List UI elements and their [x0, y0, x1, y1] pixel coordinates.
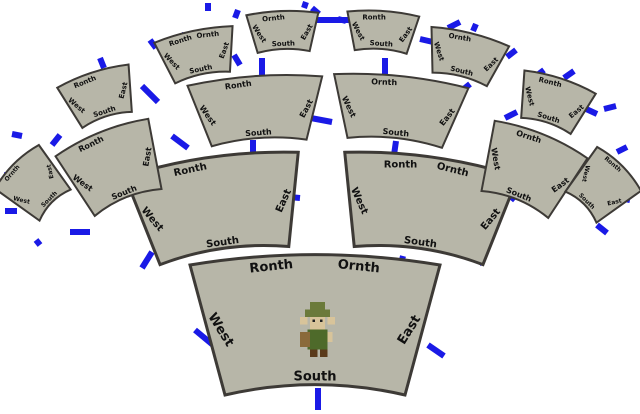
room-tile-shape [346, 9, 421, 56]
room-tile-shape [186, 74, 324, 148]
room-label-north: Ronth [224, 79, 252, 92]
room-connector [562, 68, 576, 81]
room-label-south: South [272, 39, 295, 48]
room-connector [426, 342, 446, 359]
room-connector [231, 53, 243, 67]
room-connector [170, 133, 190, 151]
room-tile-shape [563, 145, 640, 225]
room-label-east: East [607, 197, 623, 207]
room-label-east: East [45, 163, 55, 179]
room-label-south: South [403, 235, 437, 250]
room-tile-shape [122, 150, 300, 267]
room-tile-shape [54, 117, 163, 218]
room-label-east: East [141, 146, 153, 167]
room-tile-shape [152, 25, 234, 85]
room-connector [603, 103, 617, 112]
room-tile-shape [332, 72, 470, 150]
room-connector [446, 19, 462, 31]
room-label-north: Ornth [371, 77, 398, 87]
room-connector [147, 38, 159, 50]
room-label-north: Ronth [362, 13, 386, 21]
room-connector [232, 8, 241, 20]
room-connector [11, 131, 23, 139]
room-connector [301, 1, 309, 9]
room-tile-shape [430, 25, 511, 88]
room-connector [139, 250, 155, 270]
room-tile-shape [55, 63, 133, 130]
room-label-west: West [489, 147, 502, 171]
room-tile-shape [480, 119, 589, 220]
room-label-south: South [293, 370, 336, 385]
room-label-west: West [12, 195, 30, 206]
room-label-northwest: Ronth [384, 159, 418, 170]
room-label-west: West [580, 164, 591, 182]
room-connector [595, 222, 609, 236]
room-label-north: Ornth [448, 32, 472, 44]
room-connector [505, 47, 518, 60]
room-label-north: Ronth [249, 257, 294, 276]
room-connector [503, 109, 519, 121]
room-label-northeast: Ornth [337, 257, 381, 276]
room-tile-shape [0, 143, 73, 223]
room-tile-shape [520, 69, 598, 136]
room-tile-shape [245, 9, 320, 55]
room-connector [49, 133, 63, 147]
room-label-south: South [205, 235, 239, 250]
room-connector [337, 16, 347, 24]
pixel-elf-player-icon[interactable] [300, 302, 335, 357]
room-connector [139, 83, 161, 105]
room-connector [615, 144, 629, 155]
room-label-northeast: Ornth [196, 30, 219, 40]
room-label-south: South [369, 39, 393, 49]
room-label-south: South [382, 127, 410, 139]
room-connector [33, 238, 43, 247]
room-connector [470, 22, 479, 33]
room-connector [97, 56, 107, 70]
room-label-north: Ornth [262, 13, 285, 23]
room-label-south: South [245, 127, 272, 138]
